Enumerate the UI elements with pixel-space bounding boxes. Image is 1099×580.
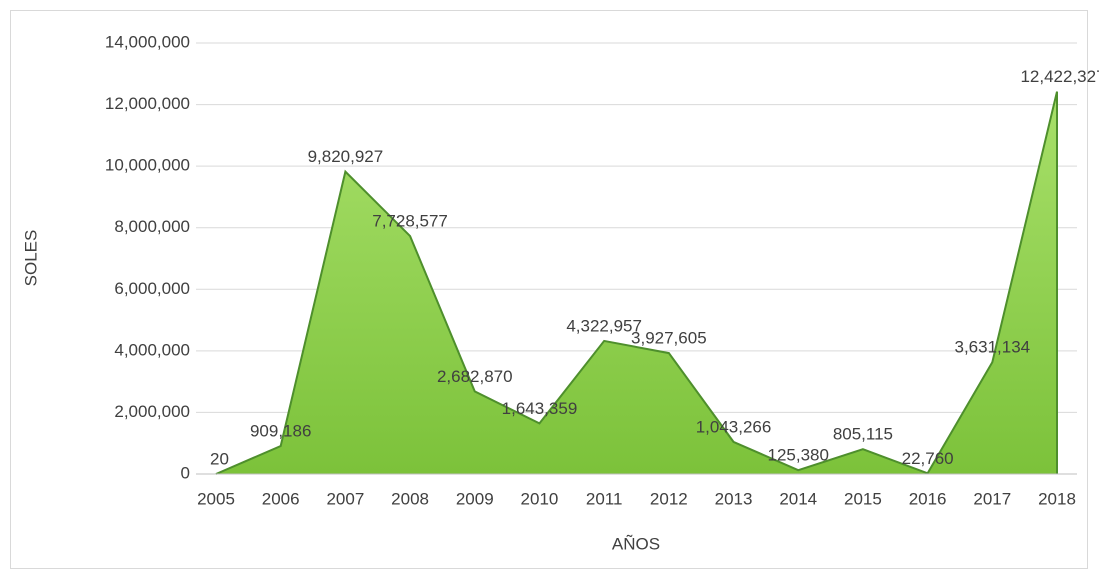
x-tick-label: 2006 — [262, 489, 300, 508]
x-tick-label: 2011 — [586, 489, 623, 508]
y-tick-label: 8,000,000 — [114, 217, 190, 236]
y-tick-label: 0 — [181, 463, 190, 482]
y-tick-label: 2,000,000 — [114, 402, 190, 421]
area-outline — [215, 91, 1058, 475]
data-label: 909,186 — [250, 421, 311, 440]
data-label: 12,422,327 — [1020, 67, 1099, 86]
y-tick-label: 12,000,000 — [105, 94, 190, 113]
y-tick-label: 10,000,000 — [105, 156, 190, 175]
x-tick-label: 2007 — [326, 489, 364, 508]
x-tick-label: 2008 — [391, 489, 429, 508]
y-tick-label: 14,000,000 — [105, 32, 190, 51]
data-label: 3,631,134 — [954, 338, 1030, 357]
data-label: 20 — [210, 449, 229, 468]
data-label: 2,682,870 — [437, 367, 513, 386]
x-tick-label: 2014 — [779, 489, 817, 508]
x-tick-label: 2015 — [844, 489, 882, 508]
area — [216, 91, 1057, 474]
x-tick-label: 2009 — [456, 489, 494, 508]
data-label: 7,728,577 — [372, 212, 448, 231]
x-tick-label: 2010 — [521, 489, 559, 508]
data-label: 4,322,957 — [566, 316, 642, 335]
x-tick-label: 2012 — [650, 489, 688, 508]
data-label: 1,643,359 — [502, 399, 578, 418]
x-tick-label: 2005 — [197, 489, 235, 508]
x-tick-label: 2013 — [715, 489, 753, 508]
y-tick-label: 4,000,000 — [114, 340, 190, 359]
x-axis-title: AÑOS — [612, 534, 660, 553]
data-label: 22,760 — [902, 449, 954, 468]
x-tick-label: 2017 — [973, 489, 1011, 508]
x-tick-label: 2016 — [909, 489, 947, 508]
data-label: 125,380 — [768, 446, 829, 465]
y-tick-label: 6,000,000 — [114, 279, 190, 298]
data-label: 3,927,605 — [631, 329, 707, 348]
x-tick-label: 2018 — [1038, 489, 1076, 508]
data-label: 1,043,266 — [696, 417, 772, 436]
data-label: 805,115 — [833, 425, 893, 444]
data-label: 9,820,927 — [308, 147, 384, 166]
y-axis-title: SOLES — [21, 230, 40, 287]
